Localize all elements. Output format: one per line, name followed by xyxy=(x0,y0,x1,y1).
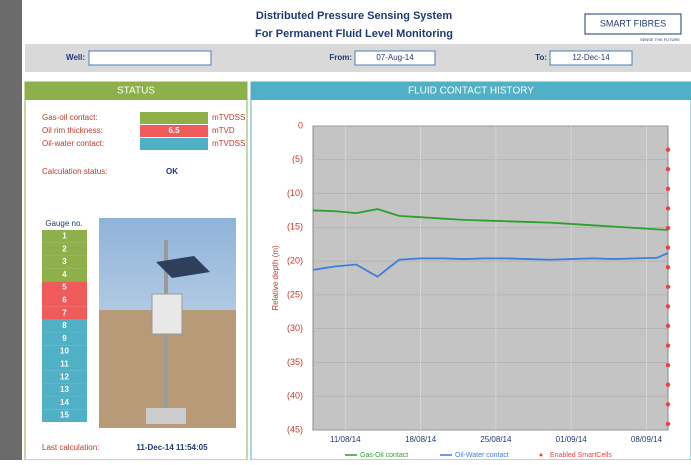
gauge-header: Gauge no. xyxy=(45,219,82,228)
smartcell-point xyxy=(666,324,670,328)
from-label: From: xyxy=(329,53,352,62)
page-subtitle: For Permanent Fluid Level Monitoring xyxy=(255,28,453,40)
gauge-label: 10 xyxy=(60,347,69,356)
legend-label: Gas-Oil contact xyxy=(360,452,408,459)
status-row-box xyxy=(140,112,208,124)
gauge-label: 13 xyxy=(60,385,69,394)
y-tick-label: 0 xyxy=(298,120,303,130)
gauge-label: 5 xyxy=(62,283,67,292)
smartcell-point xyxy=(666,383,670,387)
gauge-label: 12 xyxy=(60,372,69,381)
smartcell-point xyxy=(666,226,670,230)
legend-label: Oil-Water contact xyxy=(455,452,509,459)
status-row-unit: mTVD xyxy=(212,126,235,135)
smartcell-point xyxy=(666,187,670,191)
gauge-label: 7 xyxy=(62,308,67,317)
to-label: To: xyxy=(535,53,547,62)
y-tick-label: (15) xyxy=(287,222,303,232)
gauge-label: 9 xyxy=(62,334,67,343)
smartcell-point xyxy=(666,245,670,249)
calc-label: Calculation status: xyxy=(42,167,107,176)
y-axis-label: Relative depth (m) xyxy=(271,245,280,311)
status-row-unit: mTVDSS xyxy=(212,113,245,122)
smartcell-point xyxy=(666,343,670,347)
status-row-value: 6.5 xyxy=(168,126,180,135)
y-tick-label: (35) xyxy=(287,357,303,367)
page-title: Distributed Pressure Sensing System xyxy=(256,10,452,22)
x-tick-label: 01/09/14 xyxy=(556,435,588,444)
status-row-box xyxy=(140,138,208,150)
smartcell-point xyxy=(666,147,670,151)
x-tick-label: 11/08/14 xyxy=(330,435,361,444)
y-tick-label: (10) xyxy=(287,188,303,198)
status-row-label: Gas-oil contact: xyxy=(42,113,98,122)
well-label: Well: xyxy=(66,53,85,62)
status-title: STATUS xyxy=(117,86,155,97)
smartcell-point xyxy=(666,402,670,406)
from-value: 07-Aug-14 xyxy=(376,53,414,62)
smartcell-point xyxy=(666,206,670,210)
dashboard: Distributed Pressure Sensing System For … xyxy=(0,0,691,460)
smartcell-point xyxy=(666,265,670,269)
site-photo xyxy=(99,218,236,428)
to-value: 12-Dec-14 xyxy=(572,53,610,62)
gauge-label: 15 xyxy=(60,411,69,420)
photo-base xyxy=(146,408,186,424)
gauge-label: 8 xyxy=(62,321,67,330)
photo-box xyxy=(152,294,182,334)
status-row-label: Oil-water contact: xyxy=(42,139,104,148)
logo: SMART FIBRES xyxy=(600,18,666,28)
gauge-label: 6 xyxy=(62,296,67,305)
x-tick-label: 25/08/14 xyxy=(480,435,512,444)
smartcell-point xyxy=(666,304,670,308)
y-tick-label: (25) xyxy=(287,289,303,299)
y-tick-label: (45) xyxy=(287,424,303,434)
y-tick-label: (30) xyxy=(287,323,303,333)
legend-label: Enabled SmartCells xyxy=(550,452,612,459)
x-tick-label: 08/09/14 xyxy=(631,435,663,444)
gauge-label: 3 xyxy=(62,257,67,266)
gauge-label: 1 xyxy=(62,232,67,241)
well-input[interactable] xyxy=(89,51,211,65)
smartcell-point xyxy=(666,285,670,289)
gauge-label: 14 xyxy=(60,398,69,407)
plot-area xyxy=(313,126,668,430)
chart-title: FLUID CONTACT HISTORY xyxy=(408,86,534,97)
y-tick-label: (40) xyxy=(287,391,303,401)
y-tick-label: (20) xyxy=(287,255,303,265)
y-tick-label: (5) xyxy=(292,154,303,164)
smartcell-point xyxy=(666,167,670,171)
logo-tagline: SENSE THE FUTURE xyxy=(640,37,680,42)
status-row-label: Oil rim thickness: xyxy=(42,126,103,135)
gauge-label: 11 xyxy=(60,360,69,369)
last-calc-label: Last calculation: xyxy=(42,443,99,452)
gauge-label: 2 xyxy=(62,244,67,253)
last-calc-value: 11-Dec-14 11:54:05 xyxy=(136,443,208,452)
x-tick-label: 18/08/14 xyxy=(405,435,437,444)
gauge-label: 4 xyxy=(62,270,67,279)
smartcell-point xyxy=(666,422,670,426)
legend-marker xyxy=(540,454,543,457)
smartcell-point xyxy=(666,363,670,367)
status-row-unit: mTVDSS xyxy=(212,139,245,148)
calc-value: OK xyxy=(166,167,178,176)
